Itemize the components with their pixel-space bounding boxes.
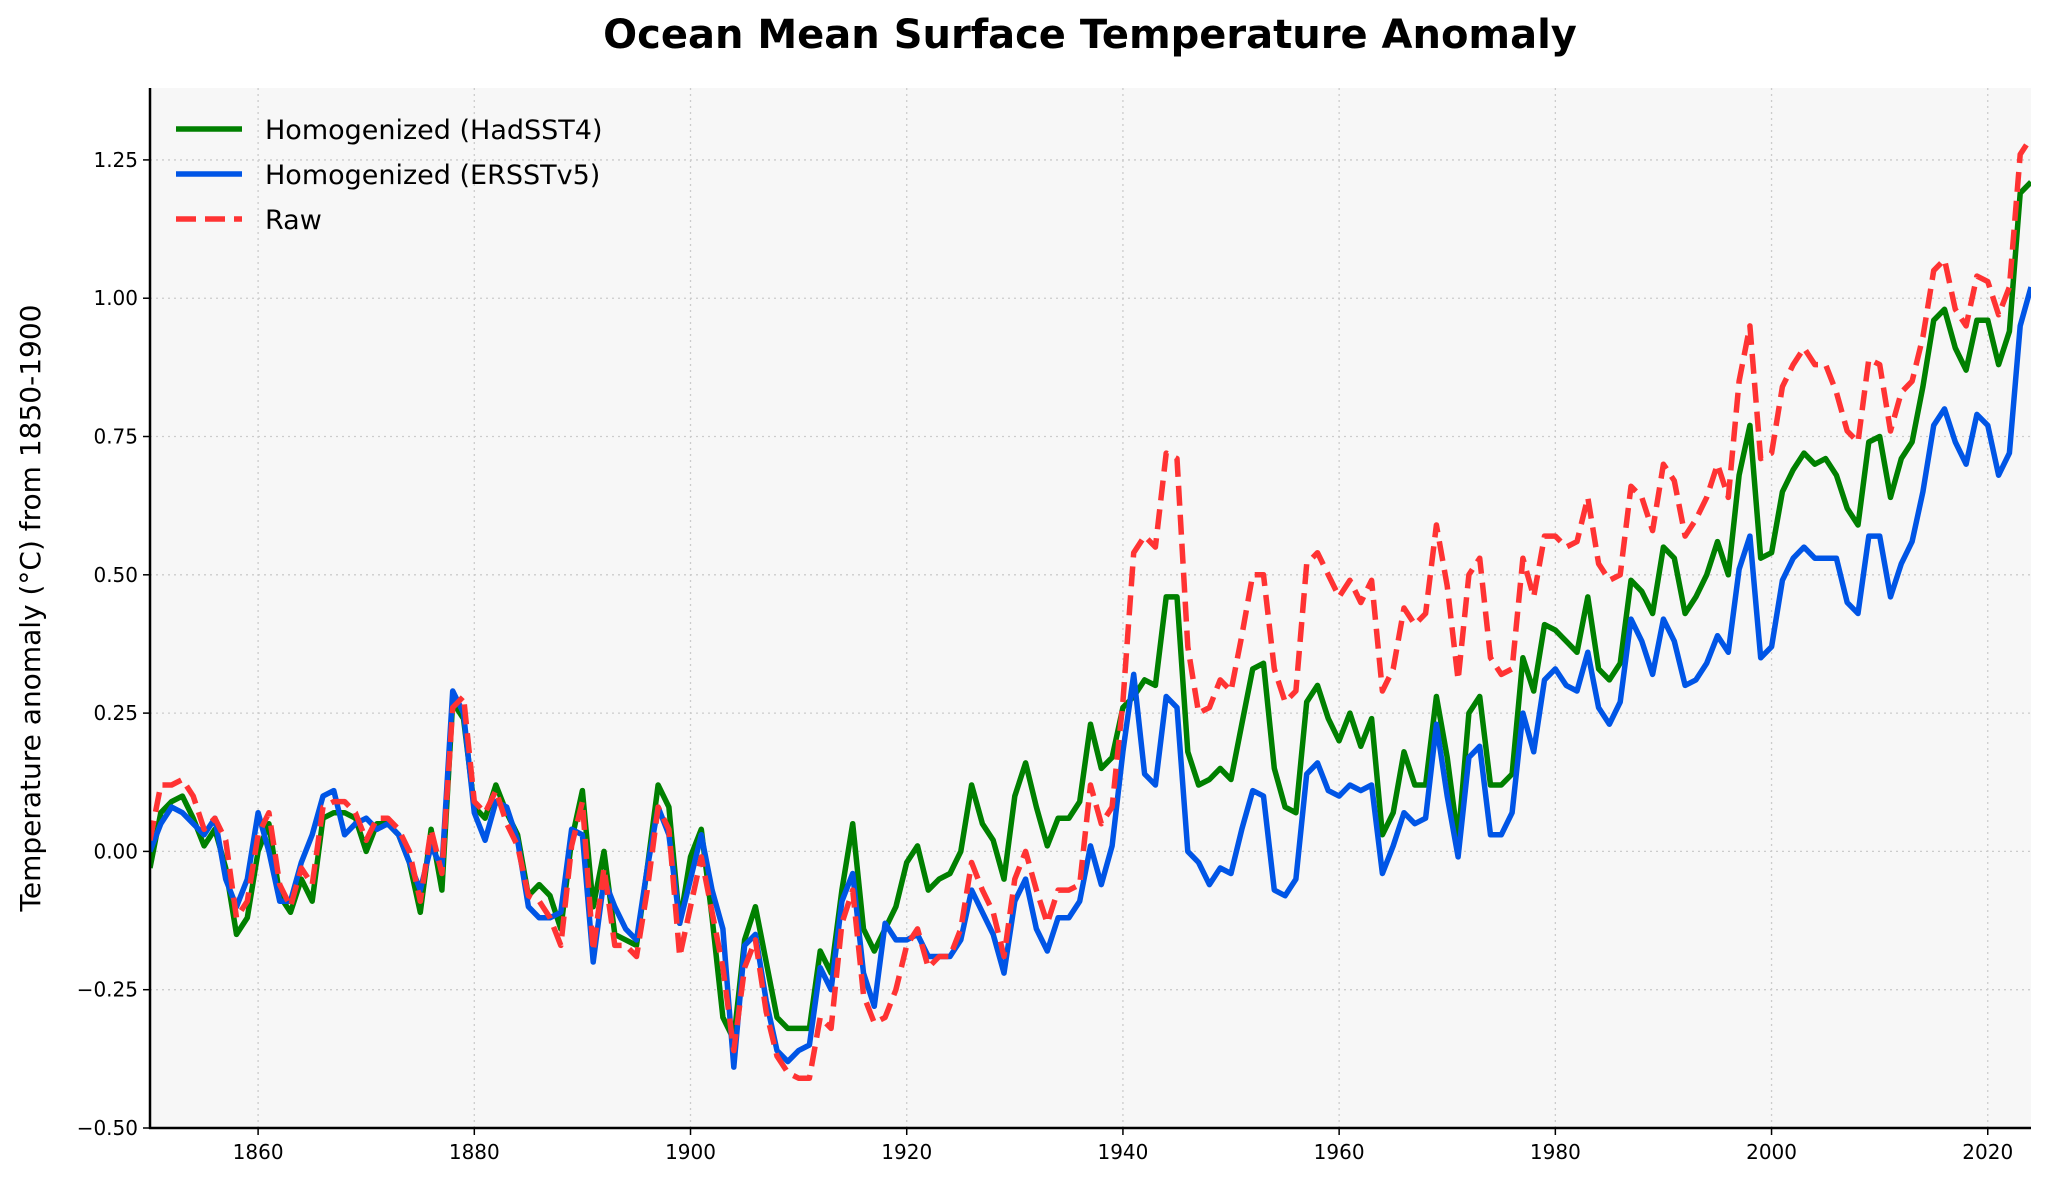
y-tick-label: −0.50 — [77, 1116, 138, 1140]
plot-area — [150, 88, 2031, 1128]
x-tick-label: 1900 — [665, 1140, 716, 1164]
y-tick-label: −0.25 — [77, 978, 138, 1002]
x-tick-label: 2020 — [1962, 1140, 2013, 1164]
y-tick-label: 0.50 — [93, 563, 138, 587]
x-tick-label: 1960 — [1314, 1140, 1365, 1164]
y-tick-label: 0.75 — [93, 425, 138, 449]
x-tick-label: 1980 — [1530, 1140, 1581, 1164]
y-axis-ticks: −0.50 −0.25 0.00 0.25 0.50 0.75 1.00 1.25 — [77, 148, 150, 1140]
y-tick-label: 1.00 — [93, 286, 138, 310]
x-tick-label: 1860 — [233, 1140, 284, 1164]
x-tick-label: 2000 — [1746, 1140, 1797, 1164]
series-line-raw — [150, 136, 2031, 1081]
legend-label-hadsst4: Homogenized (HadSST4) — [265, 115, 603, 146]
chart-title: Ocean Mean Surface Temperature Anomaly — [603, 12, 1577, 58]
y-tick-label: 0.00 — [93, 839, 138, 863]
y-tick-label: 0.25 — [93, 701, 138, 725]
legend-label-raw: Raw — [265, 205, 322, 236]
x-tick-label: 1880 — [449, 1140, 500, 1164]
series-lines — [150, 136, 2031, 1081]
x-tick-label: 1920 — [881, 1140, 932, 1164]
y-tick-label: 1.25 — [93, 148, 138, 172]
y-axis-label: Temperature anomaly (°C) from 1850-1900 — [14, 305, 47, 913]
legend-label-ersstv5: Homogenized (ERSSTv5) — [265, 160, 600, 191]
legend: Homogenized (HadSST4) Homogenized (ERSST… — [176, 115, 603, 236]
x-tick-label: 1940 — [1097, 1140, 1148, 1164]
x-axis-ticks: 1860 1880 1900 1920 1940 1960 1980 2000 2020 — [233, 1128, 2013, 1164]
